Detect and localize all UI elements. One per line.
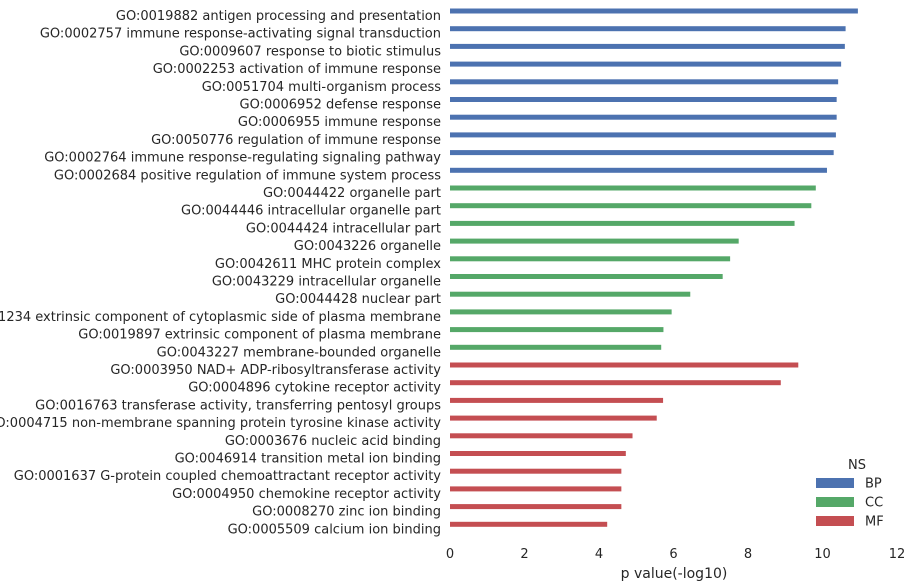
category-label: GO:0004715 non-membrane spanning protein… (0, 416, 441, 431)
x-axis-title: p value(-log10) (621, 566, 728, 582)
legend-label-cc: CC (865, 496, 883, 511)
bar-mf (450, 433, 633, 439)
bar-mf (450, 397, 664, 403)
legend-swatch-bp (816, 478, 854, 488)
x-axis-ticks: 0 2 4 6 8 10 12 (446, 547, 905, 562)
category-label: GO:0050776 regulation of immune response (151, 133, 441, 148)
category-label: GO:0043229 intracellular organelle (212, 275, 441, 290)
legend-title: NS (848, 458, 866, 473)
category-label: GO:0002757 immune response-activating si… (40, 27, 441, 42)
bar-mf (450, 451, 626, 456)
bar-bp (450, 114, 837, 120)
bar-mf (450, 468, 622, 474)
bar-mf (450, 504, 622, 510)
bar-mf (450, 415, 657, 421)
category-label: GO:0042611 MHC protein complex (215, 257, 441, 272)
category-label: GO:0009607 response to biotic stimulus (179, 44, 441, 59)
category-label: GO:0001637 G-protein coupled chemoattrac… (14, 469, 442, 484)
bar-bp (450, 150, 834, 156)
bar-bp (450, 61, 842, 67)
category-label: GO:0008270 zinc ion binding (252, 505, 441, 520)
bar-mf (450, 380, 781, 386)
bar-cc (450, 291, 691, 297)
category-label: GO:0044446 intracellular organelle part (181, 204, 441, 219)
legend-swatch-cc (816, 497, 854, 507)
bar-mf (450, 486, 622, 492)
category-label: GO:0005509 calcium ion binding (228, 522, 441, 537)
category-label: GO:0006955 immune response (238, 115, 441, 130)
category-label: GO:0002684 positive regulation of immune… (54, 168, 441, 183)
bar-bp (450, 43, 845, 49)
x-tick-label: 12 (889, 547, 906, 562)
bar-cc (450, 203, 812, 209)
bar-cc (450, 256, 731, 262)
bar-cc (450, 309, 672, 315)
category-label: GO:0044422 organelle part (263, 186, 441, 201)
bar-bp (450, 132, 836, 138)
bar-mf (450, 521, 608, 527)
category-label: GO:0031234 extrinsic component of cytopl… (0, 310, 441, 325)
category-label: GO:0019882 antigen processing and presen… (116, 9, 441, 24)
bar-bp (450, 79, 839, 85)
bar-cc (450, 274, 723, 279)
category-label: GO:0046914 transition metal ion binding (175, 452, 441, 467)
bar-bp (450, 8, 858, 14)
category-label: GO:0016763 transferase activity, transfe… (35, 398, 441, 413)
legend-label-bp: BP (865, 477, 882, 492)
bar-bp (450, 167, 827, 173)
legend-swatch-mf (816, 516, 854, 526)
category-label: GO:0043227 membrane-bounded organelle (157, 345, 441, 360)
category-label: GO:0006952 defense response (240, 98, 442, 113)
x-tick-label: 6 (669, 547, 677, 562)
x-tick-label: 4 (595, 547, 603, 562)
category-label: GO:0002764 immune response-regulating si… (44, 151, 441, 166)
bar-cc (450, 185, 816, 191)
legend: NS BP CC MF (816, 458, 884, 530)
bars (450, 8, 858, 527)
category-label: GO:0044424 intracellular part (246, 221, 441, 236)
bar-cc (450, 220, 795, 226)
category-label: GO:0003950 NAD+ ADP-ribosyltransferase a… (110, 363, 441, 378)
x-tick-label: 10 (814, 547, 831, 562)
category-labels: GO:0019882 antigen processing and presen… (0, 9, 441, 537)
bar-cc (450, 238, 739, 244)
category-label: GO:0051704 multi-organism process (202, 80, 442, 95)
bar-cc (450, 344, 662, 350)
bar-bp (450, 26, 846, 32)
legend-label-mf: MF (865, 515, 884, 530)
bar-cc (450, 327, 664, 333)
category-label: GO:0002253 activation of immune response (153, 62, 441, 77)
category-label: GO:0004950 chemokine receptor activity (172, 487, 441, 502)
bar-mf (450, 362, 799, 368)
category-label: GO:0043226 organelle (294, 239, 441, 254)
x-tick-label: 2 (520, 547, 528, 562)
x-tick-label: 0 (446, 547, 454, 562)
bar-bp (450, 97, 837, 102)
category-label: GO:0004896 cytokine receptor activity (188, 381, 441, 396)
category-label: GO:0019897 extrinsic component of plasma… (78, 328, 441, 343)
category-label: GO:0044428 nuclear part (275, 292, 441, 307)
category-label: GO:0003676 nucleic acid binding (225, 434, 441, 449)
x-tick-label: 8 (744, 547, 752, 562)
